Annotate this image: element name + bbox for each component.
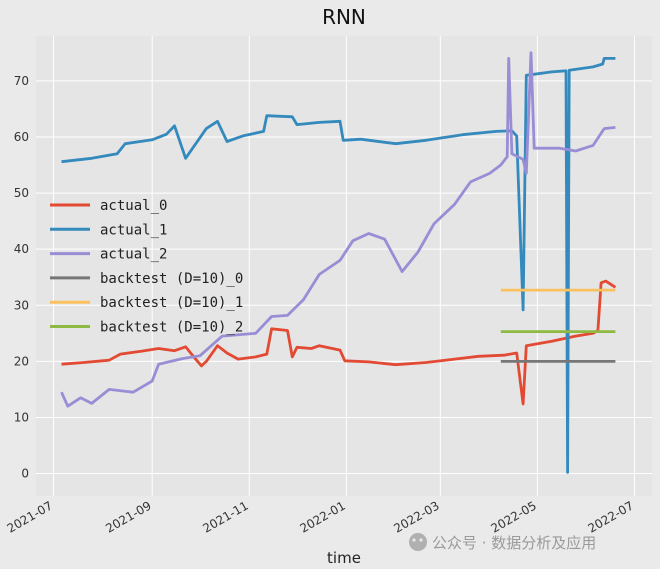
y-tick-label: 70 [14,74,29,88]
wechat-eye-icon [412,538,416,542]
y-tick-label: 50 [14,186,29,200]
series-line-actual-1 [61,57,616,474]
watermark-text: 公众号 · 数据分析及应用 [432,534,596,552]
x-tick-label: 2021-11 [200,498,250,535]
x-tick-label: 2022-03 [391,498,441,535]
x-tick-label: 2022-07 [586,498,636,535]
x-axis-ticks: 2021-07 2021-09 2021-11 2022-01 2022-03 2022-… [5,498,636,535]
legend-label: actual_1 [100,222,167,238]
series-line-actual-2 [60,51,616,408]
legend: actual_0 actual_1 actual_2 backtest (D=10)_… [50,198,243,336]
legend-label: backtest (D=10)_1 [100,295,243,311]
x-tick-label: 2021-07 [5,498,55,535]
chart-title: RNN [322,5,366,29]
y-tick-label: 0 [21,467,29,481]
x-tick-label: 2022-05 [488,498,538,535]
wechat-icon [409,533,427,551]
x-tick-label: 2021-09 [103,498,153,535]
plot-area [36,36,652,496]
grid [36,36,652,496]
y-tick-label: 30 [14,298,29,312]
watermark: 公众号 · 数据分析及应用 [409,533,596,552]
series-line-actual-0 [61,279,617,406]
series-lines [60,51,617,474]
y-tick-label: 60 [14,130,29,144]
legend-label: backtest (D=10)_2 [100,320,243,336]
y-tick-label: 20 [14,354,29,368]
y-tick-label: 10 [14,410,29,424]
legend-label: actual_2 [100,247,167,263]
x-tick-label: 2022-01 [297,498,347,535]
y-axis-ticks: 0 10 20 30 40 50 60 70 [14,74,29,481]
legend-label: actual_0 [100,198,167,214]
legend-label: backtest (D=10)_0 [100,271,243,287]
y-tick-label: 40 [14,242,29,256]
x-axis-label: time [327,549,361,567]
wechat-eye-icon [419,538,423,542]
